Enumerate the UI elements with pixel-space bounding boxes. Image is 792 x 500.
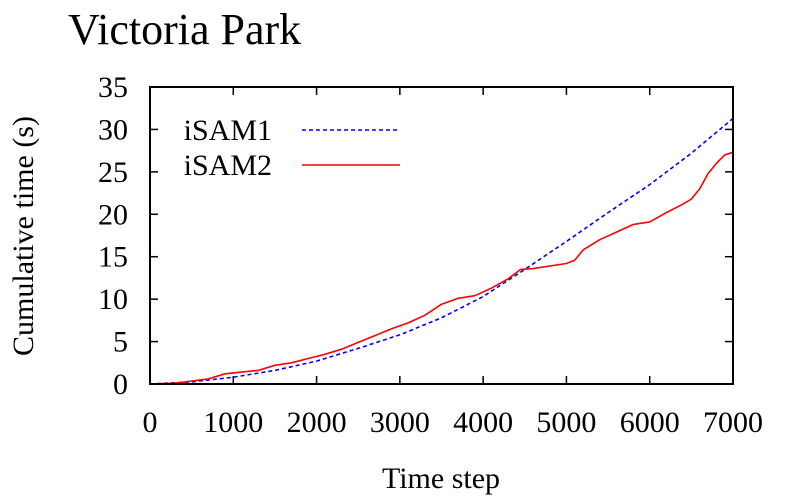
- x-tick-label: 2000: [287, 406, 347, 439]
- plot-frame: [149, 86, 734, 385]
- x-tick-label: 3000: [370, 406, 430, 439]
- y-tick-label: 20: [98, 198, 128, 231]
- x-tick-label: 6000: [620, 406, 680, 439]
- series-line-isam2: [149, 151, 734, 385]
- y-tick-label: 5: [113, 326, 128, 359]
- y-tick-label: 0: [113, 368, 128, 401]
- plot-lines: [149, 117, 734, 385]
- x-tick-label: 0: [143, 406, 158, 439]
- y-tick-label: 35: [98, 71, 128, 104]
- x-axis-label: Time step: [382, 462, 500, 495]
- y-tick-label: 25: [98, 156, 128, 189]
- legend-label-isam1: iSAM1: [184, 114, 272, 147]
- axis-ticks: 0 1000 2000 3000 4000 5000 6000 7000 0 5 10 15 20 25 3…: [98, 71, 763, 439]
- chart-title: Victoria Park: [68, 5, 301, 54]
- x-tick-label: 1000: [203, 406, 263, 439]
- y-axis-label: Cumulative time (s): [7, 116, 40, 356]
- legend-label-isam2: iSAM2: [184, 149, 272, 182]
- x-tick-label: 5000: [536, 406, 596, 439]
- x-tick-label: 4000: [453, 406, 513, 439]
- x-tick-label: 7000: [703, 406, 763, 439]
- y-tick-label: 15: [98, 241, 128, 274]
- y-tick-label: 10: [98, 283, 128, 316]
- y-tick-label: 30: [98, 113, 128, 146]
